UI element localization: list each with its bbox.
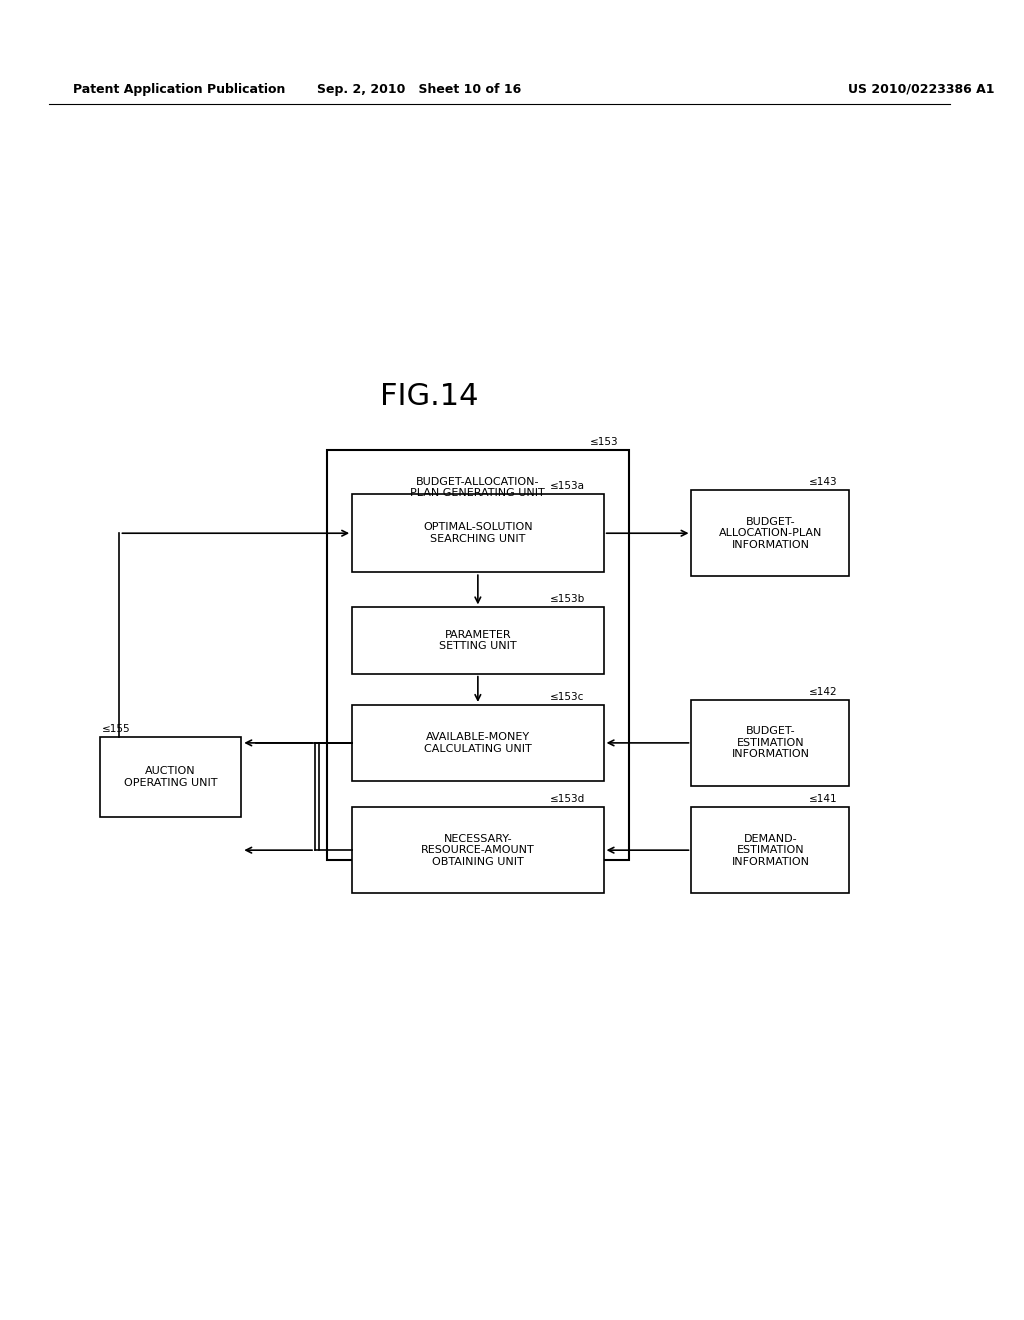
Bar [352,705,604,781]
Bar [100,737,242,817]
Text: AUCTION
OPERATING UNIT: AUCTION OPERATING UNIT [124,766,217,788]
Text: OPTIMAL-SOLUTION
SEARCHING UNIT: OPTIMAL-SOLUTION SEARCHING UNIT [423,523,532,544]
Text: ≤141: ≤141 [809,795,837,804]
Text: DEMAND-
ESTIMATION
INFORMATION: DEMAND- ESTIMATION INFORMATION [731,833,809,867]
Text: Patent Application Publication: Patent Application Publication [73,83,286,96]
Text: Sep. 2, 2010   Sheet 10 of 16: Sep. 2, 2010 Sheet 10 of 16 [317,83,521,96]
Text: BUDGET-
ESTIMATION
INFORMATION: BUDGET- ESTIMATION INFORMATION [731,726,809,759]
Text: NECESSARY-
RESOURCE-AMOUNT
OBTAINING UNIT: NECESSARY- RESOURCE-AMOUNT OBTAINING UNI… [421,833,535,867]
Text: ≤153a: ≤153a [550,482,585,491]
Bar [327,450,629,859]
Text: ≤153b: ≤153b [550,594,586,605]
Bar [352,494,604,573]
Bar [352,808,604,894]
Text: ≤143: ≤143 [809,478,837,487]
Bar [691,700,850,785]
Text: ≤153d: ≤153d [550,795,586,804]
Text: ≤153: ≤153 [590,437,618,447]
Text: US 2010/0223386 A1: US 2010/0223386 A1 [849,83,995,96]
Text: ≤153c: ≤153c [550,692,585,702]
Text: BUDGET-ALLOCATION-
PLAN GENERATING UNIT: BUDGET-ALLOCATION- PLAN GENERATING UNIT [411,477,545,498]
Text: ≤142: ≤142 [809,686,837,697]
Text: AVAILABLE-MONEY
CALCULATING UNIT: AVAILABLE-MONEY CALCULATING UNIT [424,733,531,754]
Bar [352,607,604,673]
Text: PARAMETER
SETTING UNIT: PARAMETER SETTING UNIT [439,630,517,651]
Text: BUDGET-
ALLOCATION-PLAN
INFORMATION: BUDGET- ALLOCATION-PLAN INFORMATION [719,516,822,550]
Bar [691,490,850,576]
Text: ≤155: ≤155 [102,725,130,734]
Text: FIG.14: FIG.14 [380,383,478,412]
Bar [691,808,850,894]
